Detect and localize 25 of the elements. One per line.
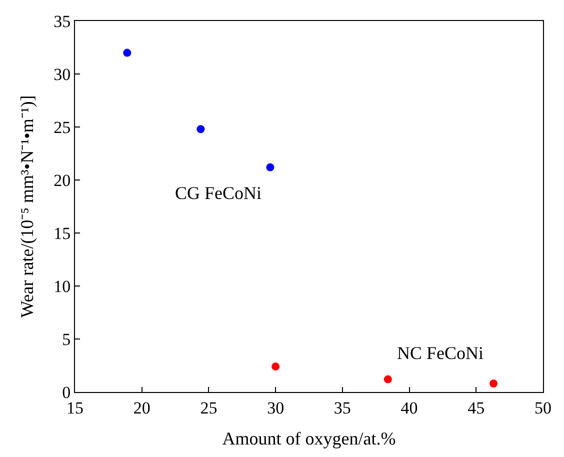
x-tick-label: 40 xyxy=(400,398,418,418)
series-label: NC FeCoNi xyxy=(397,343,484,363)
y-tick-label: 20 xyxy=(54,170,71,190)
y-tick-label: 0 xyxy=(62,382,71,402)
y-tick-label: 10 xyxy=(54,276,71,296)
point xyxy=(384,375,392,384)
x-tick-label: 50 xyxy=(534,398,552,418)
point xyxy=(123,48,132,57)
y-tick-label: 15 xyxy=(54,224,71,243)
x-tick-label: 45 xyxy=(468,398,485,418)
y-tick-label: 35 xyxy=(54,12,71,31)
series-label: CG FeCoNi xyxy=(175,183,262,203)
x-tick-label: 35 xyxy=(334,398,351,418)
y-axis-title: Wear rate/(10⁻⁵ mm³•N⁻¹•m⁻¹)] xyxy=(16,95,37,318)
x-tick-label: 30 xyxy=(267,398,284,418)
x-tick-label: 25 xyxy=(200,398,218,418)
point xyxy=(266,163,274,172)
x-axis-title: Amount of oxygen/at.% xyxy=(222,428,396,448)
x-tick-label: 20 xyxy=(133,398,150,418)
y-tick-label: 25 xyxy=(54,118,71,137)
y-tick-label: 30 xyxy=(54,64,71,84)
y-tick-label: 5 xyxy=(62,330,71,349)
point xyxy=(196,125,205,134)
point xyxy=(272,362,280,371)
point xyxy=(490,380,498,388)
